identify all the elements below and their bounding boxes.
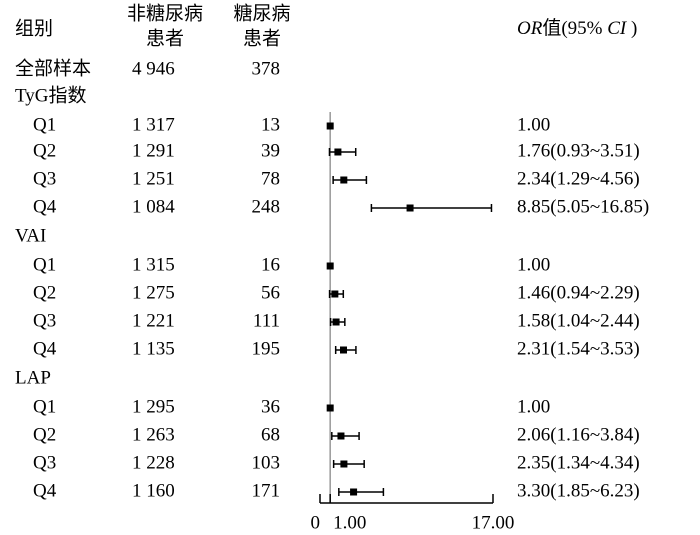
header-non: 非糖尿病: [127, 2, 203, 24]
row-dm: 195: [252, 338, 281, 359]
header-group: 组别: [15, 17, 53, 39]
row-group: Q4: [33, 338, 57, 359]
row-group: Q2: [33, 140, 56, 161]
row-dm: 36: [261, 396, 280, 417]
or-marker: [334, 148, 342, 156]
or-marker: [340, 176, 348, 184]
row-group: Q3: [33, 168, 56, 189]
row-group: TyG指数: [15, 84, 87, 106]
header-dm: 患者: [243, 27, 281, 49]
header-or-part: OR: [517, 18, 543, 39]
row-dm: 68: [261, 424, 280, 445]
row-non: 1 221: [132, 310, 175, 331]
x-tick-label: 17.00: [472, 512, 515, 533]
row-dm: 248: [252, 196, 281, 217]
or-marker: [350, 488, 358, 496]
row-group: Q1: [33, 114, 56, 135]
x-tick-label: 1.00: [333, 512, 366, 533]
or-label: 2.35(1.34~4.34): [517, 452, 640, 473]
row-dm: 78: [261, 168, 280, 189]
or-marker: [332, 318, 340, 326]
or-marker: [331, 290, 339, 298]
row-group: 全部样本: [15, 57, 91, 79]
row-group: Q2: [33, 424, 56, 445]
or-label: 1.58(1.04~2.44): [517, 310, 640, 331]
or-label: 1.46(0.94~2.29): [517, 282, 640, 303]
header-non: 患者: [146, 27, 184, 49]
row-dm: 56: [261, 282, 280, 303]
or-marker: [326, 122, 334, 130]
or-marker: [337, 432, 345, 440]
or-marker: [326, 262, 334, 270]
or-label: 2.34(1.29~4.56): [517, 168, 640, 189]
or-label: 8.85(5.05~16.85): [517, 196, 649, 217]
row-non: 1 317: [132, 114, 175, 135]
row-group: Q3: [33, 310, 56, 331]
row-non: 1 135: [132, 338, 175, 359]
or-marker: [406, 204, 414, 212]
row-group: LAP: [15, 367, 51, 388]
row-non: 4 946: [132, 58, 175, 79]
row-group: Q4: [33, 196, 57, 217]
header-or-part: ): [626, 18, 637, 39]
row-non: 1 160: [132, 480, 175, 501]
row-dm: 111: [253, 310, 280, 331]
header-or-part: 值(95%: [542, 17, 607, 39]
row-group: Q3: [33, 452, 56, 473]
or-marker: [326, 404, 334, 412]
or-marker: [340, 346, 348, 354]
or-marker: [340, 460, 348, 468]
header-or: OR值(95% CI ): [517, 17, 637, 39]
row-group: Q2: [33, 282, 56, 303]
or-label: 2.06(1.16~3.84): [517, 424, 640, 445]
row-group: Q1: [33, 254, 56, 275]
row-group: Q4: [33, 480, 57, 501]
or-label: 1.00: [517, 396, 550, 417]
or-label: 1.00: [517, 254, 550, 275]
row-dm: 103: [252, 452, 281, 473]
row-non: 1 291: [132, 140, 175, 161]
row-group: VAI: [15, 225, 46, 246]
row-dm: 13: [261, 114, 280, 135]
or-label: 1.00: [517, 114, 550, 135]
or-label: 2.31(1.54~3.53): [517, 338, 640, 359]
header-dm: 糖尿病: [233, 2, 290, 24]
x-tick-label: 0: [311, 512, 321, 533]
row-non: 1 275: [132, 282, 175, 303]
row-dm: 378: [252, 58, 281, 79]
row-non: 1 295: [132, 396, 175, 417]
row-dm: 39: [261, 140, 280, 161]
row-non: 1 315: [132, 254, 175, 275]
or-label: 1.76(0.93~3.51): [517, 140, 640, 161]
row-dm: 171: [252, 480, 281, 501]
header-or-part: CI: [607, 18, 628, 39]
or-label: 3.30(1.85~6.23): [517, 480, 640, 501]
row-non: 1 084: [132, 196, 175, 217]
row-dm: 16: [261, 254, 280, 275]
row-non: 1 228: [132, 452, 175, 473]
row-non: 1 263: [132, 424, 175, 445]
row-non: 1 251: [132, 168, 175, 189]
row-group: Q1: [33, 396, 56, 417]
